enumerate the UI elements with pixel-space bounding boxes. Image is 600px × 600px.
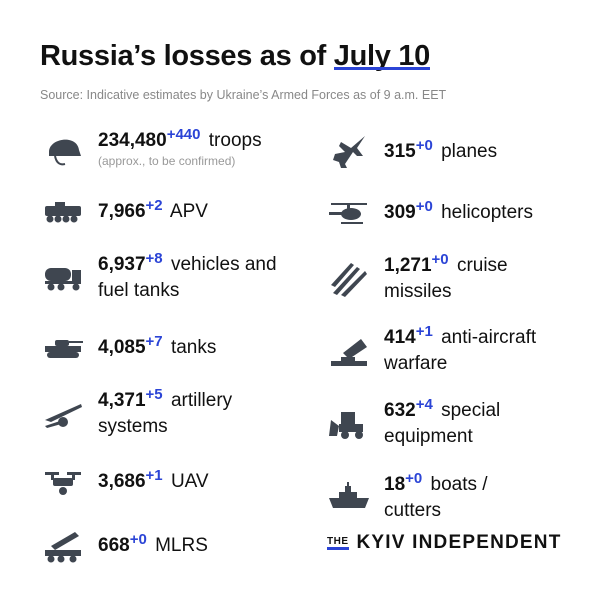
loss-text: 18+0 boats / cutters <box>384 469 544 524</box>
title-prefix: Russia’s losses as of <box>40 40 326 72</box>
loss-item-drone: 3,686+1 UAV <box>40 462 209 502</box>
loss-text: 6,937+8 vehicles and fuel tanks <box>98 249 278 304</box>
page-title: Russia’s losses as of July 10 <box>40 40 430 73</box>
loss-label: planes <box>441 141 498 162</box>
loss-delta: +440 <box>166 125 201 143</box>
loss-delta: +0 <box>415 136 433 154</box>
ship-icon <box>326 478 372 518</box>
missile-icon <box>326 259 372 299</box>
helmet-icon <box>40 128 86 168</box>
loss-value: 309 <box>384 202 416 223</box>
loss-text: 234,480+440 troops (approx., to be confir… <box>98 125 262 168</box>
kyiv-independent-logo: THE KYIV INDEPENDENT <box>327 532 562 554</box>
loss-label: boats / cutters <box>384 474 488 521</box>
loss-text: 4,085+7 tanks <box>98 332 217 361</box>
loss-value: 668 <box>98 535 130 556</box>
loss-text: 668+0 MLRS <box>98 530 208 559</box>
loss-item-ship: 18+0 boats / cutters <box>326 469 544 524</box>
loss-item-anti-aircraft: 414+1 anti-aircraft warfare <box>326 322 544 377</box>
loss-item-mlrs: 668+0 MLRS <box>40 526 208 566</box>
source-note: Source: Indicative estimates by Ukraine’… <box>40 88 447 102</box>
loss-value: 4,371 <box>98 390 146 411</box>
loss-label: MLRS <box>155 535 208 556</box>
loss-value: 7,966 <box>98 201 146 222</box>
loss-delta: +0 <box>129 530 147 548</box>
loss-label: cruise missiles <box>384 255 508 302</box>
loss-label: special equipment <box>384 400 501 447</box>
loss-value: 315 <box>384 141 416 162</box>
loss-label: helicopters <box>441 202 533 223</box>
loss-delta: +0 <box>405 469 423 487</box>
drone-icon <box>40 462 86 502</box>
loss-value: 18 <box>384 474 406 495</box>
helicopter-icon <box>326 193 372 233</box>
title-date: July 10 <box>333 40 431 72</box>
loss-text: 632+4 special equipment <box>384 395 544 450</box>
loss-delta: +4 <box>415 395 433 413</box>
loss-label: UAV <box>170 471 209 492</box>
loss-value: 1,271 <box>384 255 432 276</box>
loss-delta: +7 <box>145 332 163 350</box>
loss-delta: +0 <box>431 250 449 268</box>
loss-item-apv: 7,966+2 APV <box>40 192 208 232</box>
artillery-icon <box>40 394 86 434</box>
loss-label: APV <box>169 201 208 222</box>
loss-delta: +0 <box>415 197 433 215</box>
loss-text: 3,686+1 UAV <box>98 466 209 495</box>
loss-label: tanks <box>170 337 217 358</box>
logo-the: THE <box>327 536 349 550</box>
loss-label: artillery systems <box>98 390 233 437</box>
loss-item-bulldozer: 632+4 special equipment <box>326 395 544 450</box>
loss-value: 414 <box>384 327 416 348</box>
loss-text: 7,966+2 APV <box>98 196 208 225</box>
loss-label: troops <box>208 130 262 151</box>
loss-value: 6,937 <box>98 254 146 275</box>
loss-text: 414+1 anti-aircraft warfare <box>384 322 544 377</box>
loss-item-helicopter: 309+0 helicopters <box>326 193 533 233</box>
loss-label: anti-aircraft warfare <box>384 327 537 374</box>
loss-label: vehicles and fuel tanks <box>98 254 277 301</box>
loss-delta: +2 <box>145 196 163 214</box>
loss-text: 315+0 planes <box>384 136 498 165</box>
plane-icon <box>326 132 372 172</box>
loss-item-tank: 4,085+7 tanks <box>40 328 216 368</box>
anti-aircraft-icon <box>326 331 372 371</box>
loss-delta: +8 <box>145 249 163 267</box>
loss-item-missile: 1,271+0 cruise missiles <box>326 250 544 305</box>
loss-note: (approx., to be confirmed) <box>98 154 236 168</box>
loss-delta: +1 <box>145 466 163 484</box>
loss-delta: +1 <box>415 322 433 340</box>
loss-value: 3,686 <box>98 471 146 492</box>
loss-item-plane: 315+0 planes <box>326 132 497 172</box>
logo-name: KYIV INDEPENDENT <box>356 532 562 553</box>
apv-icon <box>40 192 86 232</box>
loss-item-artillery: 4,371+5 artillery systems <box>40 385 278 440</box>
fuel-truck-icon <box>40 258 86 298</box>
loss-item-fuel-truck: 6,937+8 vehicles and fuel tanks <box>40 249 278 304</box>
loss-delta: +5 <box>145 385 163 403</box>
tank-icon <box>40 328 86 368</box>
loss-text: 1,271+0 cruise missiles <box>384 250 544 305</box>
loss-text: 309+0 helicopters <box>384 197 533 226</box>
loss-value: 234,480 <box>98 130 167 151</box>
loss-item-helmet: 234,480+440 troops (approx., to be confir… <box>40 125 262 168</box>
loss-value: 4,085 <box>98 337 146 358</box>
mlrs-icon <box>40 526 86 566</box>
loss-text: 4,371+5 artillery systems <box>98 385 278 440</box>
bulldozer-icon <box>326 404 372 444</box>
loss-value: 632 <box>384 400 416 421</box>
